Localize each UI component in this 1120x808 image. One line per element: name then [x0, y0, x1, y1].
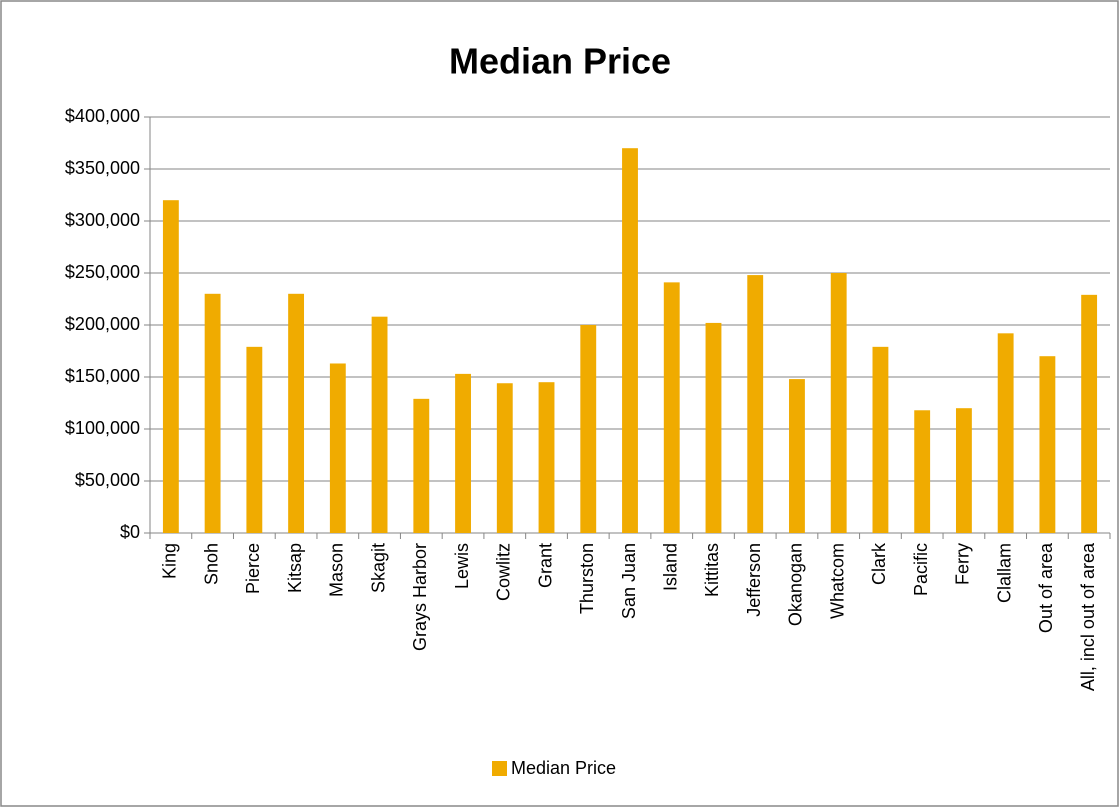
x-tick-label: Okanogan: [786, 543, 806, 626]
x-tick-label: Snoh: [201, 543, 221, 585]
x-tick-label: San Juan: [619, 543, 639, 619]
y-tick-label: $0: [120, 522, 140, 542]
y-tick-label: $200,000: [65, 314, 140, 334]
bar: [1081, 294, 1098, 533]
x-tick-label: Pacific: [911, 543, 931, 596]
bar: [663, 282, 680, 533]
bar: [246, 346, 263, 533]
bar: [872, 346, 889, 533]
y-tick-label: $400,000: [65, 106, 140, 126]
bar: [747, 275, 764, 533]
bar: [997, 333, 1014, 533]
x-tick-label: Clallam: [994, 543, 1014, 603]
legend-swatch: [492, 761, 507, 776]
bar: [329, 363, 346, 533]
x-tick-label: Mason: [327, 543, 347, 597]
bar: [580, 325, 597, 533]
bar: [371, 316, 388, 533]
bar: [789, 379, 805, 533]
y-tick-label: $100,000: [65, 418, 140, 438]
bar: [162, 200, 179, 533]
bar: [288, 293, 305, 533]
x-tick-label: Kitsap: [285, 543, 305, 593]
chart-title: Median Price: [449, 41, 671, 82]
bar: [622, 148, 638, 533]
bar: [538, 382, 555, 533]
x-tick-label: Island: [660, 543, 680, 591]
x-tick-label: Skagit: [368, 543, 388, 593]
x-tick-label: Jefferson: [744, 543, 764, 617]
x-tick-label: Grays Harbor: [410, 543, 430, 651]
x-tick-label: All, incl out of area: [1078, 542, 1098, 691]
x-tick-label: Clark: [869, 542, 889, 585]
x-tick-label: Whatcom: [827, 543, 847, 619]
y-tick-label: $250,000: [65, 262, 140, 282]
x-tick-label: Thurston: [577, 543, 597, 614]
x-tick-label: Out of area: [1036, 542, 1056, 633]
bar: [204, 293, 221, 533]
legend-label: Median Price: [511, 758, 616, 778]
bar: [1039, 356, 1056, 533]
bar: [830, 273, 847, 533]
bar: [914, 410, 931, 533]
y-tick-label: $50,000: [75, 470, 140, 490]
bar: [413, 398, 430, 533]
x-tick-label: Ferry: [953, 543, 973, 585]
x-tick-label: King: [160, 543, 180, 579]
x-tick-label: Grant: [535, 543, 555, 588]
bar: [496, 383, 513, 533]
x-tick-label: Kittitas: [702, 543, 722, 597]
x-tick-label: Lewis: [452, 543, 472, 589]
y-tick-label: $300,000: [65, 210, 140, 230]
bar: [955, 408, 972, 533]
y-tick-label: $350,000: [65, 158, 140, 178]
x-tick-label: Cowlitz: [494, 543, 514, 601]
bar: [705, 322, 722, 533]
x-tick-label: Pierce: [243, 543, 263, 594]
y-tick-label: $150,000: [65, 366, 140, 386]
bar: [455, 373, 471, 533]
